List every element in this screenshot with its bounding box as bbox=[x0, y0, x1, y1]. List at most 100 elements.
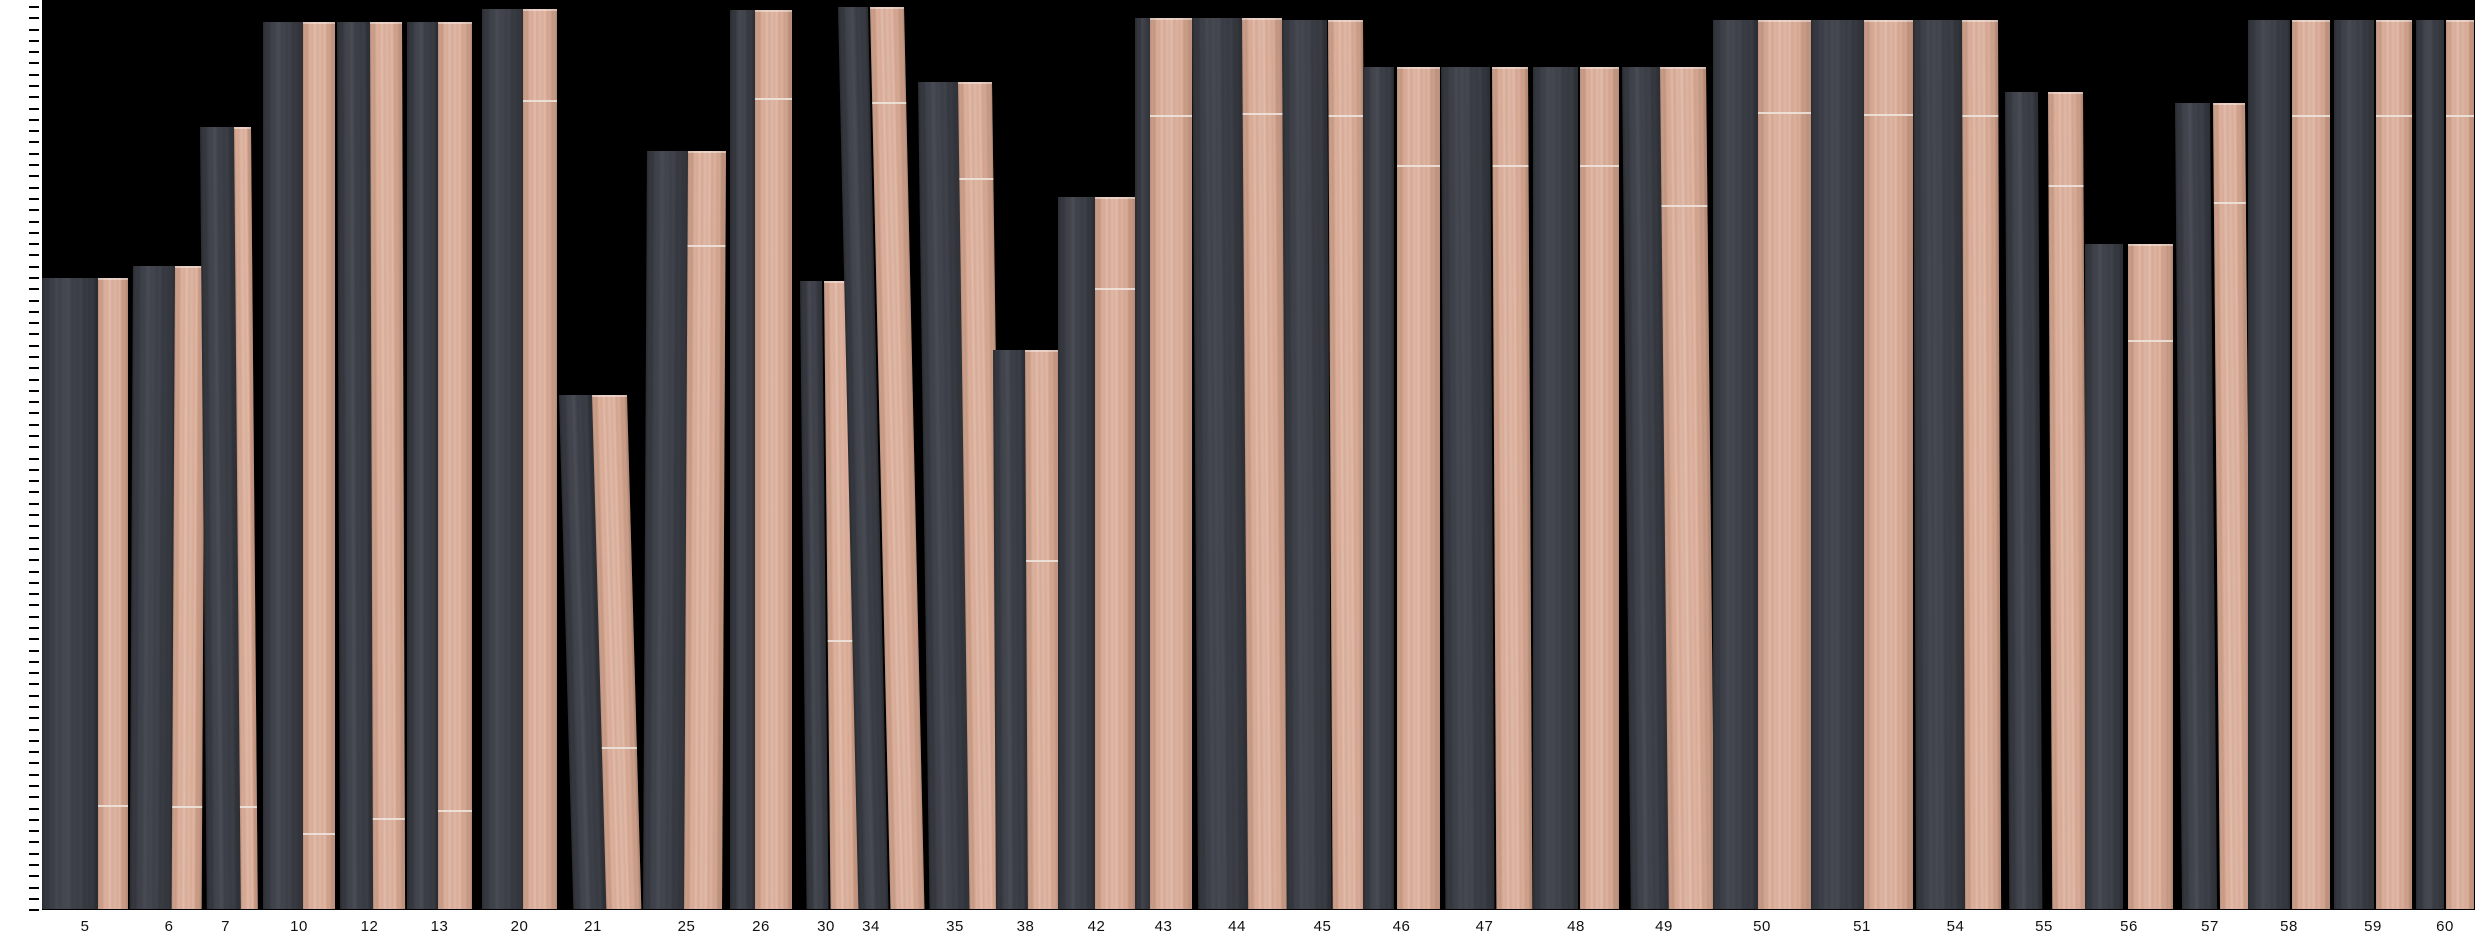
ruler-tick bbox=[29, 186, 39, 189]
core-break-line bbox=[303, 833, 335, 835]
ruler-tick bbox=[29, 683, 39, 686]
mount-strip bbox=[1811, 20, 1864, 909]
sample-label: 7 bbox=[221, 918, 230, 935]
wood-core-strip bbox=[1962, 20, 2002, 909]
mount-strip bbox=[1192, 18, 1249, 909]
ruler-tick bbox=[29, 514, 39, 517]
core-break-line bbox=[755, 98, 792, 100]
wood-core-strip bbox=[2292, 20, 2330, 909]
core-break-line bbox=[2128, 340, 2173, 342]
ruler-tick bbox=[29, 62, 39, 65]
ruler-tick bbox=[29, 322, 39, 325]
sample-label: 51 bbox=[1853, 918, 1871, 935]
core-break-line bbox=[601, 747, 637, 749]
ruler-tick bbox=[29, 141, 39, 144]
ruler-tick bbox=[29, 649, 39, 652]
ruler-tick bbox=[29, 864, 39, 867]
ruler-tick bbox=[29, 85, 39, 88]
mount-strip bbox=[730, 10, 755, 909]
sample-label: 30 bbox=[817, 918, 835, 935]
core-break-line bbox=[2292, 115, 2330, 117]
wood-core-strip bbox=[684, 151, 726, 909]
ruler-tick bbox=[29, 367, 39, 370]
core-break-line bbox=[2376, 115, 2412, 117]
core-break-line bbox=[438, 810, 472, 812]
ruler-tick bbox=[29, 615, 39, 618]
core-break-line bbox=[959, 178, 994, 180]
core-break-line bbox=[1242, 113, 1283, 115]
ruler-tick bbox=[29, 51, 39, 54]
wood-core-strip bbox=[2048, 92, 2088, 909]
ruler-tick bbox=[29, 220, 39, 223]
core-break-line bbox=[1864, 114, 1913, 116]
ruler-tick bbox=[29, 728, 39, 731]
wood-core-strip bbox=[523, 9, 557, 909]
sample-label: 21 bbox=[584, 918, 602, 935]
core-break-line bbox=[1661, 205, 1708, 207]
mount-strip bbox=[1363, 67, 1394, 909]
ruler-tick bbox=[29, 818, 39, 821]
sample-label: 50 bbox=[1753, 918, 1771, 935]
ruler-tick bbox=[29, 39, 39, 42]
core-break-line bbox=[1758, 112, 1811, 114]
sample-label: 48 bbox=[1567, 918, 1585, 935]
ruler-tick bbox=[29, 672, 39, 675]
mount-strip bbox=[1441, 67, 1495, 909]
ruler-tick bbox=[29, 378, 39, 381]
mount-strip bbox=[407, 22, 438, 909]
wood-core-strip bbox=[1580, 67, 1619, 909]
ruler-tick bbox=[29, 491, 39, 494]
ruler-tick bbox=[29, 785, 39, 787]
ruler-tick bbox=[29, 739, 39, 742]
wood-core-strip bbox=[1864, 20, 1913, 909]
ruler-tick bbox=[29, 389, 39, 392]
wood-core-strip bbox=[2376, 20, 2412, 909]
mount-strip bbox=[2416, 20, 2444, 909]
core-break-line bbox=[1026, 560, 1060, 562]
core-break-line bbox=[98, 805, 128, 807]
mount-strip bbox=[2334, 20, 2374, 909]
ruler-tick bbox=[29, 570, 39, 573]
sample-label: 38 bbox=[1016, 918, 1035, 935]
ruler-tick bbox=[29, 694, 39, 697]
mount-strip bbox=[1058, 197, 1095, 909]
mount-strip bbox=[993, 350, 1028, 909]
core-break-line bbox=[1580, 165, 1619, 167]
core-break-line bbox=[1397, 165, 1440, 167]
sample-label: 10 bbox=[290, 918, 308, 935]
ruler-tick bbox=[29, 762, 39, 765]
ruler-tick bbox=[29, 435, 39, 438]
wood-core-strip bbox=[438, 22, 472, 909]
ruler-tick bbox=[29, 852, 39, 855]
ruler-tick bbox=[29, 457, 39, 460]
mount-strip bbox=[42, 278, 98, 909]
ruler-tick bbox=[29, 96, 39, 99]
mount-strip bbox=[2005, 92, 2043, 909]
wood-core-strip bbox=[755, 10, 792, 909]
wood-core-strip bbox=[1025, 350, 1061, 909]
ruler-tick bbox=[29, 502, 39, 505]
wood-core-strip bbox=[1758, 20, 1811, 909]
sample-label: 13 bbox=[430, 918, 449, 935]
core-break-line bbox=[1328, 115, 1364, 117]
sample-label: 6 bbox=[164, 918, 174, 935]
ruler-tick bbox=[29, 118, 39, 121]
ruler-tick bbox=[29, 265, 39, 268]
ruler-tick bbox=[29, 423, 39, 426]
sample-label: 55 bbox=[2035, 918, 2053, 935]
ruler-tick bbox=[29, 152, 39, 155]
ruler-tick bbox=[29, 751, 39, 754]
ruler-tick bbox=[29, 897, 39, 900]
ruler-tick bbox=[29, 660, 39, 663]
sample-label: 12 bbox=[360, 918, 379, 935]
wood-core-strip bbox=[370, 22, 406, 909]
ruler-tick bbox=[29, 333, 39, 336]
sample-label: 35 bbox=[946, 918, 964, 935]
ruler-tick bbox=[29, 344, 39, 347]
ruler-tick bbox=[29, 412, 39, 415]
ruler-tick bbox=[29, 559, 39, 562]
sample-label: 5 bbox=[80, 918, 90, 935]
wood-core-strip bbox=[1242, 18, 1289, 909]
ruler-tick bbox=[29, 705, 39, 708]
